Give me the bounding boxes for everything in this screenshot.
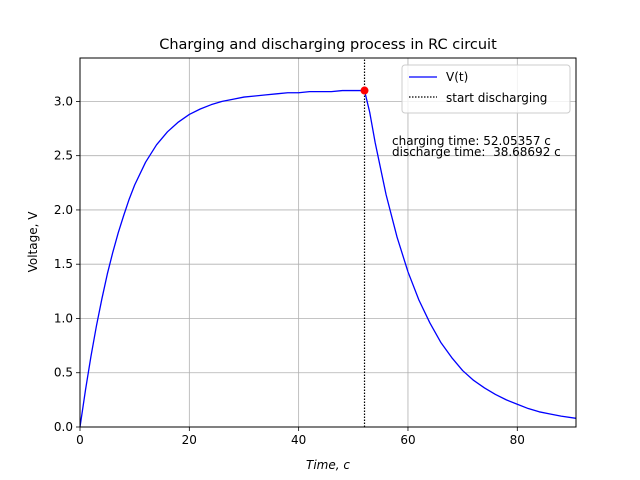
x-tick-label: 80 xyxy=(510,433,525,447)
tick-layer: 0 20 40 60 80 0.0 0.5 1.0 1.5 2.0 2.5 3.0 xyxy=(54,94,525,447)
x-axis-label: Time, c xyxy=(306,458,350,472)
x-tick-label: 20 xyxy=(182,433,197,447)
plot-frame xyxy=(79,57,577,428)
legend-label-start-discharging: start discharging xyxy=(446,91,547,105)
legend: V(t) start discharging xyxy=(401,64,571,114)
y-tick-label: 0.0 xyxy=(54,420,73,434)
grid-lines xyxy=(79,58,576,428)
y-tick-label: 2.5 xyxy=(54,149,73,163)
series-line-vt xyxy=(79,89,577,428)
chart-title: Charging and discharging process in RC c… xyxy=(159,37,497,53)
y-tick-label: 1.5 xyxy=(54,257,73,271)
x-tick-label: 60 xyxy=(400,433,415,447)
legend-label-vt: V(t) xyxy=(446,70,468,84)
discharge-start-marker xyxy=(360,86,369,95)
x-tick-label: 40 xyxy=(291,433,306,447)
y-tick-label: 3.0 xyxy=(54,94,73,108)
y-tick-label: 2.0 xyxy=(54,203,73,217)
y-tick-label: 1.0 xyxy=(54,311,73,325)
series-layer xyxy=(79,58,577,428)
y-tick-label: 0.5 xyxy=(54,366,73,380)
legend-box xyxy=(401,64,571,114)
y-axis-label: Voltage, V xyxy=(26,211,40,273)
charging-time-annotation: charging time: 52.05357 c xyxy=(392,134,551,148)
x-tick-label: 0 xyxy=(76,433,84,447)
discharge-time-annotation: discharge time: 38.68692 c xyxy=(392,145,561,159)
